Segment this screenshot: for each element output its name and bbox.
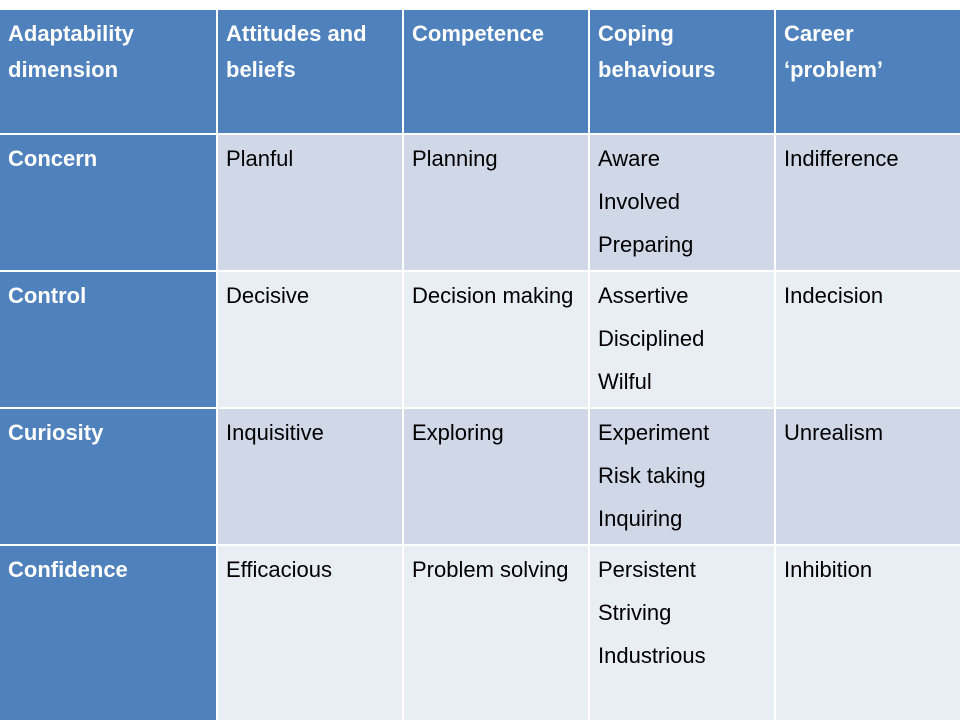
cell-behaviours: Experiment Risk taking Inquiring bbox=[590, 409, 776, 546]
header-career-problem: Career ‘problem’ bbox=[776, 10, 960, 135]
cell-attitudes: Planful bbox=[218, 135, 404, 272]
cell-competence: Exploring bbox=[404, 409, 590, 546]
cell-behaviours: Assertive Disciplined Wilful bbox=[590, 272, 776, 409]
row-dimension-concern: Concern bbox=[0, 135, 218, 272]
cell-problem: Inhibition bbox=[776, 546, 960, 720]
behaviour-item: Preparing bbox=[598, 232, 694, 257]
cell-problem: Unrealism bbox=[776, 409, 960, 546]
behaviour-item: Persistent bbox=[598, 557, 696, 582]
header-coping-behaviours: Coping behaviours bbox=[590, 10, 776, 135]
header-competence: Competence bbox=[404, 10, 590, 135]
cell-problem: Indecision bbox=[776, 272, 960, 409]
row-dimension-confidence: Confidence bbox=[0, 546, 218, 720]
cell-competence: Decision making bbox=[404, 272, 590, 409]
cell-attitudes: Inquisitive bbox=[218, 409, 404, 546]
behaviour-item: Risk taking bbox=[598, 463, 706, 488]
adaptability-table: Adaptability dimension Attitudes and bel… bbox=[0, 10, 960, 720]
cell-problem: Indifference bbox=[776, 135, 960, 272]
behaviour-item: Experiment bbox=[598, 420, 710, 445]
header-attitudes-beliefs: Attitudes and beliefs bbox=[218, 10, 404, 135]
row-dimension-curiosity: Curiosity bbox=[0, 409, 218, 546]
behaviour-item: Assertive bbox=[598, 283, 689, 308]
cell-behaviours: Persistent Striving Industrious bbox=[590, 546, 776, 720]
behaviour-item: Striving bbox=[598, 600, 672, 625]
behaviour-item: Disciplined bbox=[598, 326, 705, 351]
behaviour-item: Industrious bbox=[598, 643, 706, 668]
cell-attitudes: Efficacious bbox=[218, 546, 404, 720]
behaviour-item: Involved bbox=[598, 189, 680, 214]
cell-competence: Problem solving bbox=[404, 546, 590, 720]
behaviour-item: Inquiring bbox=[598, 506, 683, 531]
header-adaptability-dimension: Adaptability dimension bbox=[0, 10, 218, 135]
behaviour-item: Wilful bbox=[598, 369, 652, 394]
cell-competence: Planning bbox=[404, 135, 590, 272]
cell-attitudes: Decisive bbox=[218, 272, 404, 409]
row-dimension-control: Control bbox=[0, 272, 218, 409]
behaviour-item: Aware bbox=[598, 146, 660, 171]
cell-behaviours: Aware Involved Preparing bbox=[590, 135, 776, 272]
